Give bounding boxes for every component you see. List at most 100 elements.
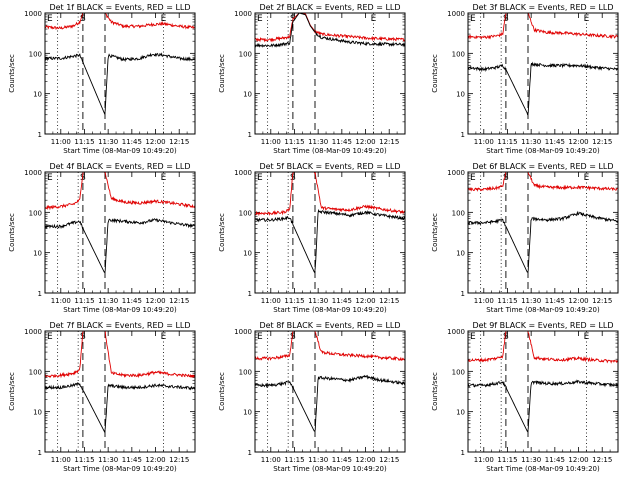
- x-tick-label: 11:45: [122, 297, 142, 305]
- series-lld-line: [468, 172, 618, 192]
- x-tick-label: 12:00: [145, 297, 165, 305]
- marker-E2: E: [371, 173, 377, 183]
- series-events-line: [468, 210, 618, 273]
- plot-frame: [254, 330, 406, 453]
- series-group: [45, 13, 195, 116]
- chart-panel-9: Det 9f BLACK = Events, RED = LLD Counts/s…: [431, 321, 619, 473]
- marker-E2: E: [161, 173, 167, 183]
- y-tick-label: 1000: [234, 10, 252, 18]
- x-tick-label: 11:45: [332, 297, 352, 305]
- chart-title: Det 2f BLACK = Events, RED = LLD: [259, 3, 400, 12]
- x-tick-label: 12:00: [355, 456, 375, 464]
- y-axis-label: Counts/sec: [431, 54, 439, 93]
- y-tick-label: 1000: [24, 10, 42, 18]
- y-tick-label: 100: [239, 368, 252, 376]
- y-tick-label: 1: [38, 449, 42, 457]
- y-tick-label: 100: [452, 368, 465, 376]
- marker-E1: E: [470, 14, 476, 24]
- y-tick-label: 100: [239, 50, 252, 58]
- y-axis-label: Counts/sec: [218, 213, 226, 252]
- x-axis-label: Start Time (08-Mar-09 10:49:20): [63, 465, 177, 473]
- chart-panel-3: Det 3f BLACK = Events, RED = LLD Counts/s…: [431, 3, 619, 155]
- x-axis-label: Start Time (08-Mar-09 10:49:20): [273, 147, 387, 155]
- series-group: [468, 331, 618, 433]
- x-tick-label: 11:15: [497, 138, 517, 146]
- x-tick-label: 12:00: [568, 138, 588, 146]
- marker-S: S: [80, 332, 86, 342]
- plot-frame: [254, 171, 406, 294]
- series-lld-line: [255, 13, 405, 43]
- x-tick-label: 11:00: [51, 297, 71, 305]
- x-axis-label: Start Time (08-Mar-09 10:49:20): [486, 465, 600, 473]
- y-axis-label: Counts/sec: [431, 213, 439, 252]
- marker-E1: E: [47, 14, 53, 24]
- y-tick-label: 10: [243, 91, 252, 99]
- y-axis-label: Counts/sec: [8, 54, 16, 93]
- y-axis-label: Counts/sec: [8, 372, 16, 411]
- x-tick-label: 12:00: [145, 138, 165, 146]
- y-tick-label: 1: [461, 290, 465, 298]
- chart-title: Det 9f BLACK = Events, RED = LLD: [472, 321, 613, 330]
- x-tick-label: 11:30: [308, 456, 328, 464]
- x-tick-label: 11:30: [98, 456, 118, 464]
- marker-E1: E: [47, 173, 53, 183]
- y-tick-label: 100: [29, 50, 42, 58]
- chart-panel-7: Det 7f BLACK = Events, RED = LLD Counts/s…: [8, 321, 196, 473]
- y-tick-label: 100: [29, 209, 42, 217]
- marker-S: S: [80, 14, 86, 24]
- x-tick-label: 11:30: [98, 297, 118, 305]
- y-tick-label: 1000: [234, 328, 252, 336]
- marker-E1: E: [257, 332, 263, 342]
- series-group: [255, 172, 405, 274]
- y-tick-label: 1000: [234, 169, 252, 177]
- y-tick-label: 1: [38, 290, 42, 298]
- x-tick-label: 11:30: [98, 138, 118, 146]
- series-events-line: [255, 13, 405, 48]
- plot-frame: [44, 12, 196, 135]
- y-tick-label: 100: [452, 50, 465, 58]
- x-tick-label: 12:15: [169, 138, 189, 146]
- y-tick-label: 1: [461, 449, 465, 457]
- marker-E1: E: [470, 173, 476, 183]
- x-tick-label: 11:15: [497, 297, 517, 305]
- series-events-line: [45, 52, 195, 116]
- marker-E2: E: [584, 332, 590, 342]
- series-events-line: [255, 374, 405, 432]
- x-tick-label: 12:15: [592, 297, 612, 305]
- x-tick-label: 12:15: [592, 456, 612, 464]
- y-tick-label: 1: [248, 449, 252, 457]
- plot-frame: [467, 12, 619, 135]
- series-group: [45, 331, 195, 434]
- marker-S: S: [80, 173, 86, 183]
- x-tick-label: 12:00: [355, 297, 375, 305]
- chart-title: Det 8f BLACK = Events, RED = LLD: [259, 321, 400, 330]
- y-tick-label: 1: [38, 131, 42, 139]
- x-axis-label: Start Time (08-Mar-09 10:49:20): [486, 306, 600, 314]
- y-tick-label: 1000: [24, 169, 42, 177]
- y-tick-label: 10: [243, 250, 252, 258]
- plot-frame: [467, 171, 619, 294]
- marker-E1: E: [257, 173, 263, 183]
- x-tick-label: 12:15: [379, 297, 399, 305]
- marker-E1: E: [47, 332, 53, 342]
- x-tick-label: 12:15: [592, 138, 612, 146]
- series-events-line: [45, 382, 195, 434]
- marker-S: S: [290, 332, 296, 342]
- x-tick-label: 12:15: [169, 297, 189, 305]
- x-tick-label: 11:30: [521, 297, 541, 305]
- y-tick-label: 1: [461, 131, 465, 139]
- series-events-line: [45, 218, 195, 274]
- chart-title: Det 3f BLACK = Events, RED = LLD: [472, 3, 613, 12]
- x-tick-label: 12:15: [379, 138, 399, 146]
- x-tick-label: 11:15: [497, 456, 517, 464]
- x-tick-label: 11:15: [284, 456, 304, 464]
- x-tick-label: 12:00: [355, 138, 375, 146]
- series-group: [45, 172, 195, 274]
- y-axis-label: Counts/sec: [8, 213, 16, 252]
- chart-panel-1: Det 1f BLACK = Events, RED = LLD Counts/s…: [8, 3, 196, 155]
- marker-S: S: [503, 332, 509, 342]
- x-tick-label: 11:45: [545, 297, 565, 305]
- y-tick-label: 1: [248, 290, 252, 298]
- x-tick-label: 11:00: [261, 138, 281, 146]
